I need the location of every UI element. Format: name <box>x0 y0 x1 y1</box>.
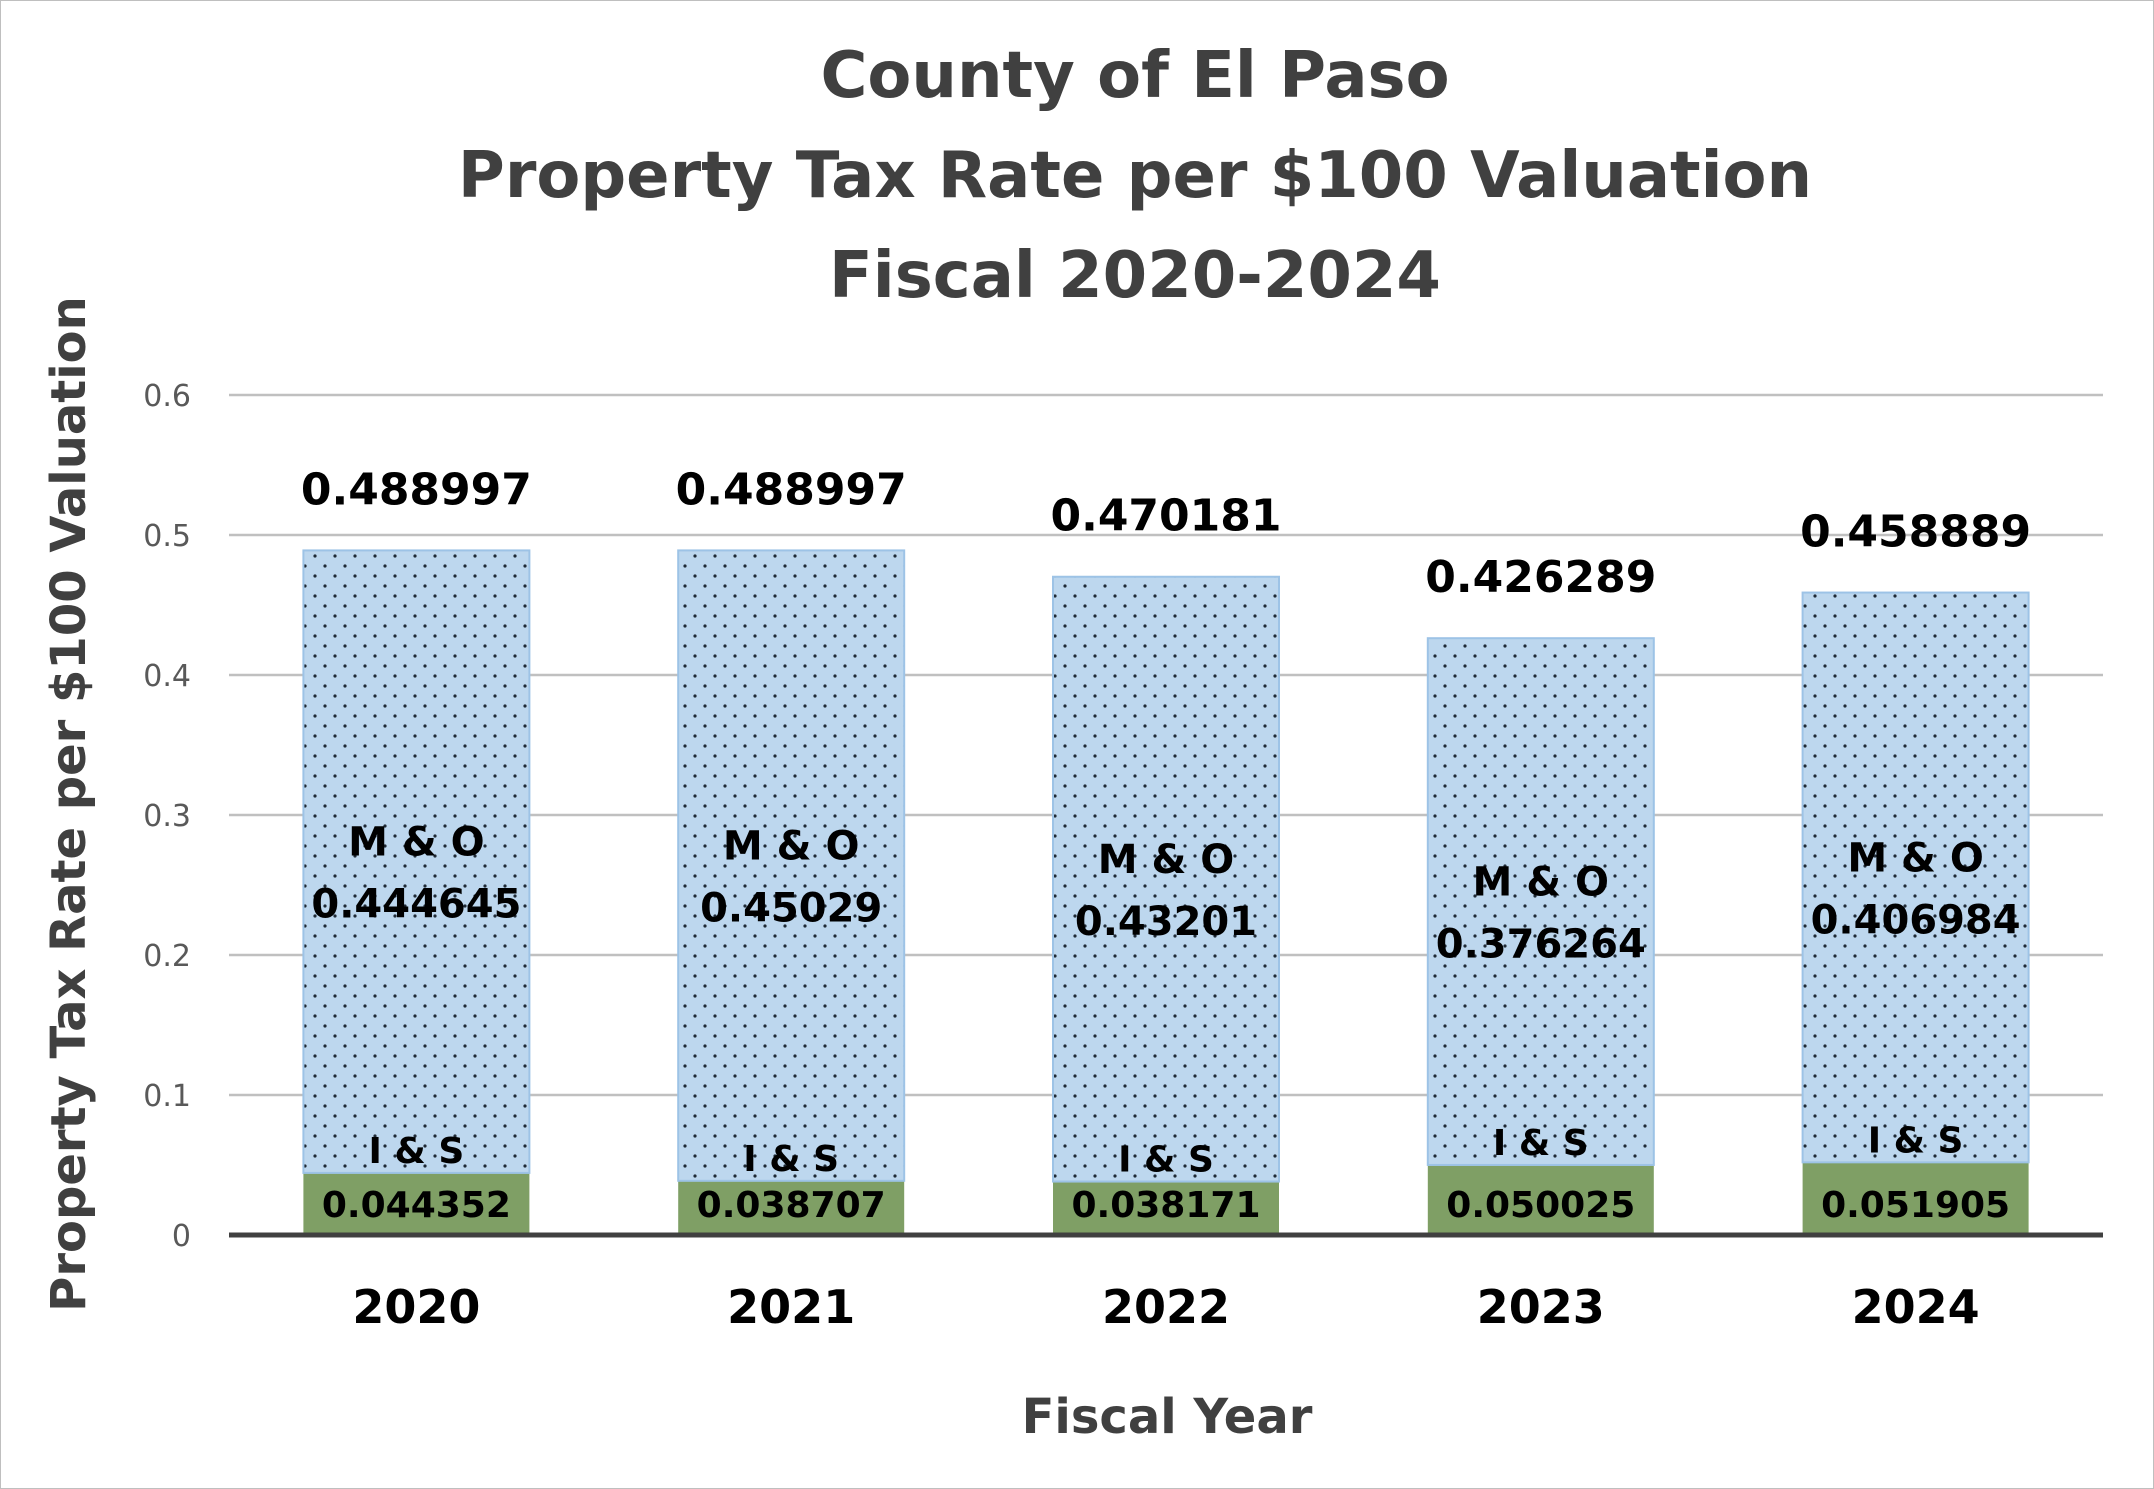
is-value-label: 0.038171 <box>1071 1185 1260 1226</box>
y-tick-label: 0.3 <box>143 799 191 834</box>
total-label: 0.426289 <box>1425 552 1656 603</box>
bar-is-2021 <box>678 1180 905 1235</box>
is-value-label: 0.050025 <box>1446 1185 1635 1226</box>
chart-title-line-2: Property Tax Rate per $100 Valuation <box>458 139 1812 213</box>
x-tick-label: 2021 <box>727 1280 855 1334</box>
mo-value-label: 0.444645 <box>311 882 521 928</box>
data-labels: M & O 0.444645 I & S 0.044352 0.488997 M & O 0… <box>301 464 2031 1226</box>
y-tick-label: 0 <box>172 1219 191 1254</box>
mo-name-label: M & O <box>1098 837 1235 883</box>
bar-mo-2021 <box>677 549 906 1182</box>
bar-mo-2020 <box>302 549 531 1174</box>
mo-name-label: M & O <box>723 824 860 870</box>
bar-is-2024 <box>1802 1162 2029 1235</box>
chart-title: County of El Paso Property Tax Rate per $… <box>458 39 1812 313</box>
total-label: 0.488997 <box>301 464 532 515</box>
bar-mo-2022 <box>1052 575 1280 1183</box>
y-axis-ticks: 0 0.1 0.2 0.3 0.4 0.5 0.6 <box>143 379 191 1254</box>
x-axis-title: Fiscal Year <box>1022 1389 1313 1445</box>
bar-mo-2024 <box>1801 591 2030 1164</box>
y-tick-label: 0.1 <box>143 1079 191 1114</box>
x-tick-label: 2024 <box>1852 1280 1980 1334</box>
x-tick-label: 2023 <box>1477 1280 1605 1334</box>
y-tick-label: 0.6 <box>143 379 191 414</box>
x-axis-ticks: 2020 2021 2022 2023 2024 <box>352 1280 1979 1334</box>
total-label: 0.488997 <box>676 464 907 515</box>
is-name-label: I & S <box>1493 1123 1589 1164</box>
mo-value-label: 0.406984 <box>1811 897 2021 943</box>
mo-name-label: M & O <box>1473 860 1610 906</box>
mo-name-label: M & O <box>348 820 485 866</box>
chart-title-line-3: Fiscal 2020-2024 <box>829 239 1441 313</box>
bar-is-2023 <box>1427 1164 1654 1235</box>
is-name-label: I & S <box>1868 1120 1964 1161</box>
is-value-label: 0.044352 <box>322 1185 511 1226</box>
y-tick-label: 0.5 <box>143 519 191 554</box>
y-tick-label: 0.4 <box>143 659 191 694</box>
x-tick-label: 2022 <box>1102 1280 1230 1334</box>
bar-mo-2023 <box>1426 637 1655 1166</box>
chart-title-line-1: County of El Paso <box>820 39 1449 113</box>
total-label: 0.458889 <box>1800 507 2031 558</box>
mo-value-label: 0.43201 <box>1075 899 1257 945</box>
is-value-label: 0.038707 <box>697 1185 886 1226</box>
mo-name-label: M & O <box>1847 835 1984 881</box>
mo-value-label: 0.45029 <box>700 886 882 932</box>
bar-is-2020 <box>303 1172 530 1235</box>
mo-value-label: 0.376264 <box>1436 922 1646 968</box>
y-tick-label: 0.2 <box>143 939 191 974</box>
x-tick-label: 2020 <box>352 1280 480 1334</box>
y-axis-title: Property Tax Rate per $100 Valuation <box>41 296 97 1312</box>
total-label: 0.470181 <box>1050 491 1281 542</box>
is-name-label: I & S <box>743 1139 839 1180</box>
bars <box>302 549 2030 1235</box>
is-name-label: I & S <box>1118 1140 1214 1181</box>
bar-is-2022 <box>1053 1181 1279 1235</box>
is-name-label: I & S <box>369 1131 465 1172</box>
is-value-label: 0.051905 <box>1821 1185 2010 1226</box>
